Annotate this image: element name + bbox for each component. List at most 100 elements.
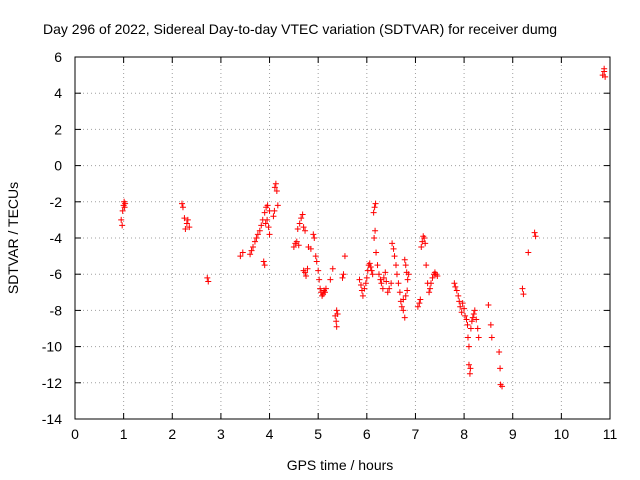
data-point — [293, 238, 300, 245]
data-point — [466, 370, 473, 377]
data-point — [361, 285, 368, 292]
data-point — [266, 231, 273, 238]
data-point — [118, 216, 125, 223]
data-point — [487, 321, 494, 328]
axis-ticks: 0 1 2 3 4 5 6 7 8 9 10 11 -14 -12 -10 -8 -6 -4 -2 0 2 4 6 — [42, 49, 618, 442]
data-point — [205, 278, 212, 285]
data-point — [264, 216, 271, 223]
data-point — [373, 249, 380, 256]
data-point — [316, 276, 323, 283]
data-point — [357, 282, 364, 289]
data-point — [260, 258, 267, 265]
data-point — [363, 274, 370, 281]
data-point — [274, 202, 281, 209]
data-point — [251, 238, 258, 245]
data-point — [302, 269, 309, 276]
data-point — [271, 207, 278, 214]
data-point — [290, 244, 297, 251]
data-point — [204, 274, 211, 281]
data-point — [496, 349, 503, 356]
data-point — [473, 316, 480, 323]
data-point — [310, 231, 317, 238]
data-point — [371, 204, 378, 211]
data-point — [368, 267, 375, 274]
data-point — [239, 249, 246, 256]
x-tick-label: 5 — [314, 426, 322, 442]
data-point — [602, 73, 609, 80]
y-tick-label: -6 — [50, 266, 63, 282]
data-point — [179, 200, 185, 207]
data-point — [497, 365, 504, 372]
data-point — [303, 273, 310, 280]
data-point — [402, 292, 409, 299]
data-point — [414, 303, 421, 310]
data-point — [366, 260, 373, 267]
data-point — [261, 209, 268, 216]
data-point — [273, 187, 280, 194]
data-point — [372, 200, 379, 207]
data-point — [362, 280, 369, 287]
data-point — [395, 280, 402, 287]
data-point — [398, 303, 405, 310]
data-point — [388, 280, 395, 287]
data-point — [375, 271, 382, 278]
x-tick-label: 2 — [168, 426, 176, 442]
data-point — [370, 209, 377, 216]
data-point — [458, 309, 465, 316]
data-point — [391, 253, 398, 260]
data-point — [334, 311, 341, 318]
data-point — [327, 276, 334, 283]
data-point — [258, 222, 265, 229]
data-point — [271, 184, 278, 191]
data-point — [304, 265, 311, 272]
data-point — [313, 258, 320, 265]
data-point — [467, 325, 474, 332]
data-point — [333, 307, 340, 314]
y-tick-label: -2 — [50, 194, 63, 210]
y-tick-label: -12 — [42, 375, 62, 391]
data-point — [379, 285, 386, 292]
data-point — [475, 334, 482, 341]
data-point — [294, 225, 301, 232]
data-point — [428, 280, 435, 287]
data-point — [393, 262, 399, 269]
data-point — [423, 262, 430, 269]
data-point — [119, 222, 126, 229]
data-point — [461, 305, 468, 312]
x-tick-label: 3 — [217, 426, 225, 442]
data-point — [429, 274, 436, 281]
data-point — [369, 271, 376, 278]
data-point — [256, 227, 263, 234]
data-point — [264, 202, 271, 209]
data-point — [471, 307, 478, 314]
data-point — [333, 323, 340, 330]
data-point — [119, 207, 126, 214]
data-point — [422, 240, 429, 247]
data-points — [118, 65, 609, 390]
data-point — [404, 276, 411, 283]
data-point — [372, 227, 379, 234]
y-tick-label: 2 — [54, 121, 62, 137]
data-point — [386, 285, 393, 292]
data-point — [402, 262, 409, 269]
y-tick-label: 4 — [54, 85, 62, 101]
data-point — [453, 287, 460, 294]
data-point — [184, 216, 191, 223]
x-tick-label: 9 — [509, 426, 517, 442]
data-point — [401, 256, 408, 263]
y-tick-label: -14 — [42, 411, 62, 427]
data-point — [451, 280, 458, 287]
data-point — [322, 285, 329, 292]
data-point — [253, 235, 260, 241]
x-tick-label: 10 — [554, 426, 570, 442]
y-tick-label: 6 — [54, 49, 62, 65]
data-point — [321, 289, 328, 296]
data-point — [377, 276, 384, 283]
x-axis-label: GPS time / hours — [287, 457, 394, 473]
data-point — [393, 271, 400, 278]
data-point — [183, 220, 190, 227]
data-point — [519, 285, 526, 292]
data-point — [262, 220, 269, 227]
data-point — [488, 334, 495, 341]
